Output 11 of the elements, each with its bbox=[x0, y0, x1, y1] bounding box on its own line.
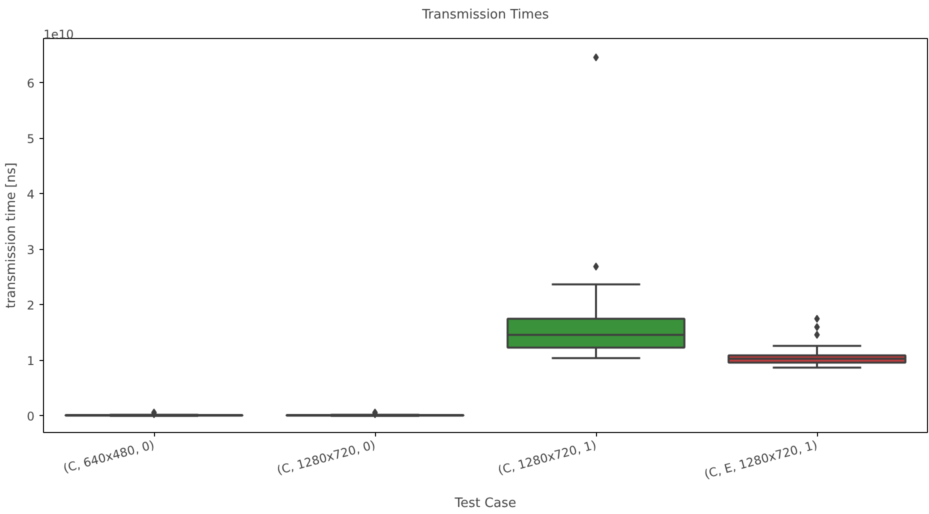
chart-title: Transmission Times bbox=[421, 8, 550, 22]
y-axis-title: transmission time [ns] bbox=[4, 162, 19, 308]
annotation: 1e10 bbox=[44, 28, 74, 42]
y-tick-label: 3 bbox=[26, 242, 35, 257]
y-tick-label: 2 bbox=[26, 298, 35, 312]
y-tick-label: 1 bbox=[26, 354, 35, 368]
y-tick-label: 6 bbox=[26, 76, 35, 90]
y-tick-label: 5 bbox=[26, 132, 35, 146]
y-tick-label: 4 bbox=[26, 187, 35, 202]
x-axis-title: Test Case bbox=[454, 496, 516, 512]
y-tick-label: 0 bbox=[26, 409, 35, 424]
